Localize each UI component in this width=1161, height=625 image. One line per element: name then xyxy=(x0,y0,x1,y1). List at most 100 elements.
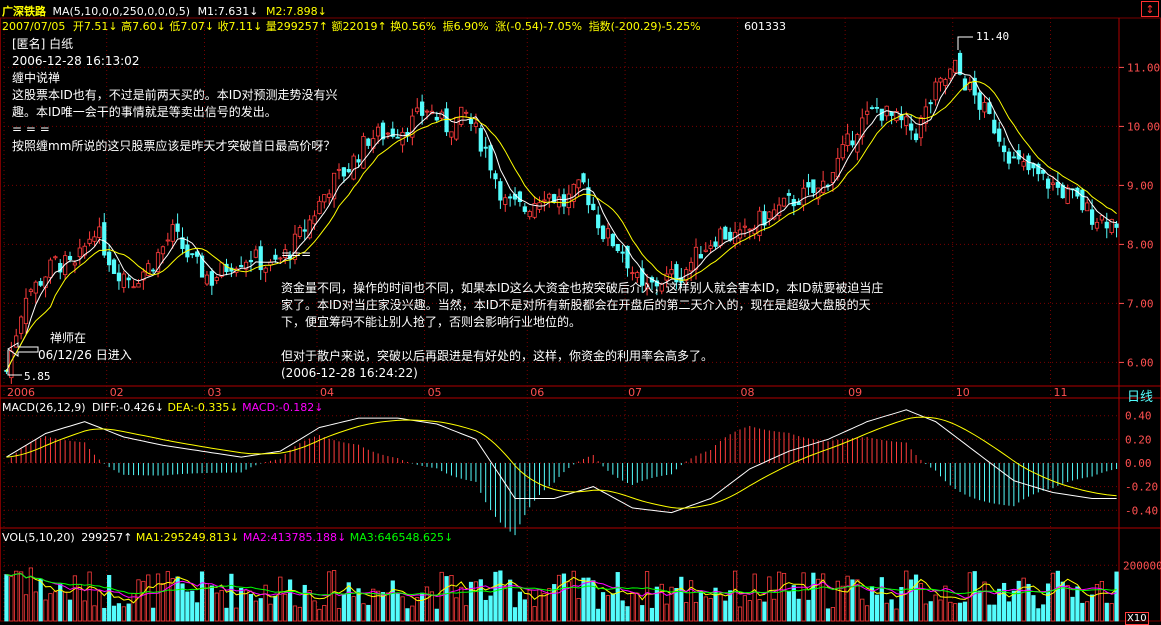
candle-body xyxy=(1050,182,1056,185)
candle-body xyxy=(366,138,371,146)
volume-bar xyxy=(904,570,909,622)
candle-body xyxy=(214,277,219,281)
restore-icon[interactable]: ↕ xyxy=(1141,1,1159,17)
volume-bar xyxy=(576,598,581,622)
volume-bar xyxy=(131,593,136,622)
candle-body xyxy=(253,249,258,258)
volume-bar xyxy=(43,599,48,622)
low-price-leader xyxy=(7,350,22,376)
volume-bar xyxy=(860,598,865,622)
high-price-leader xyxy=(957,36,973,50)
candle-body xyxy=(160,246,166,255)
volume-bar xyxy=(962,601,968,622)
reply-line: 下，便宜筹码不能让别人抢了，否则会影响行业地位的。 xyxy=(281,315,582,329)
volume-bar xyxy=(395,593,400,622)
candle-body xyxy=(918,117,924,139)
down-arrow-icon: ↓ xyxy=(204,20,215,33)
candle-body xyxy=(586,187,591,206)
candle-body xyxy=(1089,209,1095,225)
candle-body xyxy=(67,255,73,260)
volume-bar xyxy=(190,590,195,622)
vol-ma3: MA3:646548.625 xyxy=(349,531,444,544)
entry-note: 禅师在 06/12/26 日进入 xyxy=(38,330,132,364)
candle-body xyxy=(517,191,523,202)
volume-bar xyxy=(630,592,635,622)
volume-bar xyxy=(1036,608,1041,622)
candle-body xyxy=(454,116,459,140)
quote-index: 指数(-200.29)-5.25% xyxy=(588,20,701,33)
volume-bar xyxy=(1104,602,1109,622)
candle-body xyxy=(625,245,630,269)
candle-body xyxy=(762,211,767,226)
volume-bar xyxy=(913,574,919,622)
quote-high: 高7.60 xyxy=(121,20,157,33)
candle-body xyxy=(410,115,415,138)
candle-body xyxy=(346,169,351,173)
volume-bar xyxy=(376,590,381,622)
volume-bar xyxy=(253,600,258,622)
quote-low: 低7.07 xyxy=(169,20,205,33)
volume-bar xyxy=(1075,586,1080,622)
vol-tick-label: 200000 xyxy=(1123,559,1161,572)
volume-bar xyxy=(1016,580,1021,622)
candle-body xyxy=(845,133,850,146)
volume-bar xyxy=(415,597,420,622)
candle-body xyxy=(938,77,943,83)
price-tick-label: 6.00 xyxy=(1127,356,1154,369)
candle-body xyxy=(972,77,977,96)
volume-bar xyxy=(92,605,97,622)
volume-bar xyxy=(835,580,840,622)
volume-bar xyxy=(498,570,503,622)
volume-bar xyxy=(522,599,527,622)
candle-body xyxy=(811,179,816,193)
volume-bar xyxy=(679,576,684,622)
volume-bar xyxy=(1001,582,1007,622)
candle-body xyxy=(19,316,24,334)
volume-bar xyxy=(248,593,254,622)
month-label: 08 xyxy=(741,386,755,399)
volume-bar xyxy=(1089,594,1095,622)
candle-body xyxy=(376,126,381,137)
candle-body xyxy=(317,200,322,214)
candle-body xyxy=(532,203,537,218)
volume-bar xyxy=(1011,590,1016,622)
candle-body xyxy=(566,193,571,209)
quote-open: 开7.51 xyxy=(72,20,109,33)
volume-bar xyxy=(693,601,699,622)
candle-body xyxy=(894,110,899,122)
volume-bar xyxy=(273,595,278,622)
volume-bar xyxy=(439,571,444,622)
volume-bar xyxy=(136,579,141,622)
candle-body xyxy=(464,111,469,114)
volume-bar xyxy=(53,591,58,622)
volume-bar xyxy=(361,603,366,622)
reply-marker: === xyxy=(281,247,312,261)
down-arrow-icon: ↓ xyxy=(444,531,454,544)
volume-bar xyxy=(698,590,703,622)
volume-bar xyxy=(283,593,288,622)
volume-bar xyxy=(87,571,92,622)
vol-ma3-line xyxy=(6,573,1117,596)
candle-body xyxy=(997,128,1002,142)
volume-bar xyxy=(566,581,571,622)
period-label[interactable]: 日线 xyxy=(1127,390,1154,405)
vol-label: VOL(5,10,20) xyxy=(2,531,75,544)
candle-body xyxy=(209,271,214,286)
volume-bar xyxy=(747,600,752,622)
candle-body xyxy=(116,272,122,282)
volume-bar xyxy=(1060,581,1065,622)
candle-body xyxy=(600,225,606,240)
volume-bar xyxy=(9,576,14,622)
candle-body xyxy=(889,111,894,116)
volume-bar xyxy=(767,576,772,622)
reply-line: 家了。本ID对当庄家没兴趣。当然，本ID不是对所有新股都会在开盘后的第二天介入的… xyxy=(281,298,871,312)
candle-body xyxy=(962,78,968,91)
candle-body xyxy=(708,245,713,249)
volume-bar xyxy=(777,571,782,622)
volume-bar xyxy=(596,608,601,622)
candle-body xyxy=(742,225,747,228)
candle-body xyxy=(640,268,645,286)
quote-amplitude: 振6.90% xyxy=(442,20,489,33)
candle-body xyxy=(610,233,615,247)
